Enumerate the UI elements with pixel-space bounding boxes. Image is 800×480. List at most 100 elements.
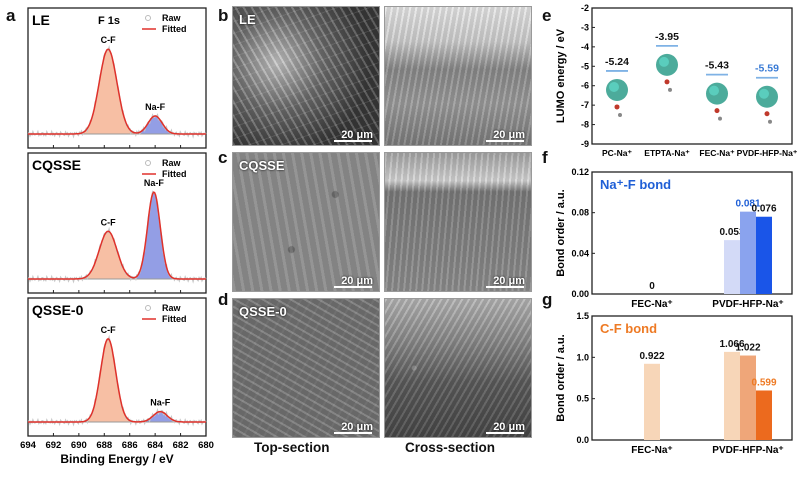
nab-ytick-label: 0.12 <box>571 167 589 177</box>
cfb-bar-value-label: 0.922 <box>639 351 664 362</box>
peak-label-cf: C-F <box>101 325 116 335</box>
orbital-highlight <box>609 81 619 92</box>
lumo-frame <box>591 7 793 145</box>
atom-marker <box>718 116 722 121</box>
lumo-ytick-label: -6 <box>581 81 589 91</box>
panel-label-b: b <box>218 6 229 25</box>
nab-category-label: FEC-Na⁺ <box>631 299 672 310</box>
xps-xtick-label: 682 <box>173 440 189 451</box>
xps-xaxis-label: Binding Energy / eV <box>60 452 173 466</box>
xps-panel-name: CQSSE <box>32 157 81 173</box>
cf-peak-area <box>28 49 206 135</box>
legend-raw-marker <box>145 305 151 311</box>
cfb-ytick-label: 0.5 <box>576 394 589 404</box>
atom-marker <box>618 112 622 117</box>
legend-raw-marker <box>145 15 151 21</box>
cfb-bar <box>724 351 740 440</box>
lumo-ytick-label: -2 <box>581 3 589 13</box>
lumo-ytick-label: -3 <box>581 22 589 32</box>
xps-xtick-label: 692 <box>45 440 61 451</box>
sem-cqsse-top: CQSSE 20 μm <box>232 152 380 292</box>
nab-bar-value-label: 0.076 <box>751 204 776 215</box>
atom-marker <box>768 119 772 124</box>
lumo-value-label: -5.59 <box>755 63 779 75</box>
cfb-bar-value-label: 1.066 <box>719 339 744 350</box>
cfb-bar <box>644 363 660 440</box>
col-label-top-section: Top-section <box>254 440 330 455</box>
nab-ytick-label: 0.08 <box>571 208 589 218</box>
cfb-bar-value-label: 1.022 <box>735 343 760 354</box>
xps-xtick-label: 688 <box>96 440 112 451</box>
scale-label: 20 μm <box>493 275 525 287</box>
lumo-ytick-label: -8 <box>581 120 589 130</box>
cf-peak-area <box>28 231 206 279</box>
cfb-ytick-label: 0.0 <box>576 435 589 445</box>
sem-qsse0-top: QSSE-0 20 μm <box>232 298 380 438</box>
panel-label-g: g <box>542 290 553 309</box>
atom-marker <box>714 108 720 114</box>
sem-image-grid: LE 20 μm 20 μm CQSSE 20 μm 20 μm QSSE-0 … <box>232 6 532 446</box>
naf-peak-area <box>28 116 206 134</box>
panel-label-e: e <box>542 6 552 25</box>
scale-label: 20 μm <box>341 129 373 141</box>
nab-bar-value-label: 0.081 <box>735 199 760 210</box>
atom-marker <box>668 87 672 92</box>
panel-label-d: d <box>218 290 229 309</box>
xps-xtick-label: 690 <box>71 440 87 451</box>
scale-label: 20 μm <box>341 275 373 287</box>
xps-xtick-label: 686 <box>122 440 138 451</box>
nab-ytick-label: 0.00 <box>571 289 589 299</box>
sem-le-top: LE 20 μm <box>232 6 380 146</box>
scale-bar <box>486 140 524 142</box>
peak-label-naf: Na-F <box>150 398 171 408</box>
naf-peak-area <box>28 192 206 279</box>
panel-label-c: c <box>218 148 228 167</box>
cfb-bar <box>756 390 772 440</box>
nab-title: Na⁺-F bond <box>600 177 671 192</box>
legend-raw-label: Raw <box>162 303 182 313</box>
lumo-ytick-label: -4 <box>581 42 589 52</box>
fitted-line <box>28 337 206 423</box>
sem-row-label-le: LE <box>239 12 256 27</box>
scale-bar <box>334 432 372 434</box>
cfb-bar-value-label: 0.599 <box>751 377 776 388</box>
xps-xtick-label: 684 <box>147 440 164 451</box>
lumo-category-label: PC-Na⁺ <box>602 148 633 158</box>
lumo-category-label: FEC-Na⁺ <box>699 148 735 158</box>
scale-bar <box>334 286 372 288</box>
sem-cqsse-cross: 20 μm <box>384 152 532 292</box>
lumo-ytick-label: -7 <box>581 100 589 110</box>
legend-raw-label: Raw <box>162 158 182 168</box>
xps-panel-name: LE <box>32 12 50 28</box>
scale-bar <box>334 140 372 142</box>
nab-bar <box>740 211 756 294</box>
xps-xtick-label: 680 <box>198 440 214 451</box>
lumo-category-label: ETPTA-Na⁺ <box>644 148 690 158</box>
lumo-value-label: -3.95 <box>655 31 679 43</box>
nab-bar-value-label: 0 <box>649 281 655 292</box>
cfb-ylabel: Bond order / a.u. <box>555 334 567 421</box>
peak-label-naf: Na-F <box>145 102 166 112</box>
nab-ytick-label: 0.04 <box>571 248 589 258</box>
cfb-category-label: FEC-Na⁺ <box>631 445 672 456</box>
atom-marker <box>764 111 770 117</box>
sem-row-label-qsse0: QSSE-0 <box>239 304 287 319</box>
nab-bar <box>724 240 740 294</box>
nab-bar <box>756 216 772 294</box>
scale-label: 20 μm <box>493 421 525 433</box>
panel-label-f: f <box>542 148 548 167</box>
legend-fitted-label: Fitted <box>162 314 187 324</box>
peak-label-cf: C-F <box>101 35 116 45</box>
lumo-ytick-label: -9 <box>581 139 589 149</box>
orbital-highlight <box>709 85 719 96</box>
scale-bar <box>486 286 524 288</box>
lumo-value-label: -5.43 <box>705 60 729 72</box>
peak-label-naf: Na-F <box>144 178 165 188</box>
legend-fitted-label: Fitted <box>162 24 187 34</box>
peak-label-cf: C-F <box>101 217 116 227</box>
lumo-ylabel: LUMO energy / eV <box>555 28 567 123</box>
cfb-bar <box>740 355 756 440</box>
legend-fitted-label: Fitted <box>162 169 187 179</box>
right-charts: -2 -3 -4 -5 -6 -7 -8 -9 LUMO energy / eV -5.24 PC-… <box>555 3 798 456</box>
